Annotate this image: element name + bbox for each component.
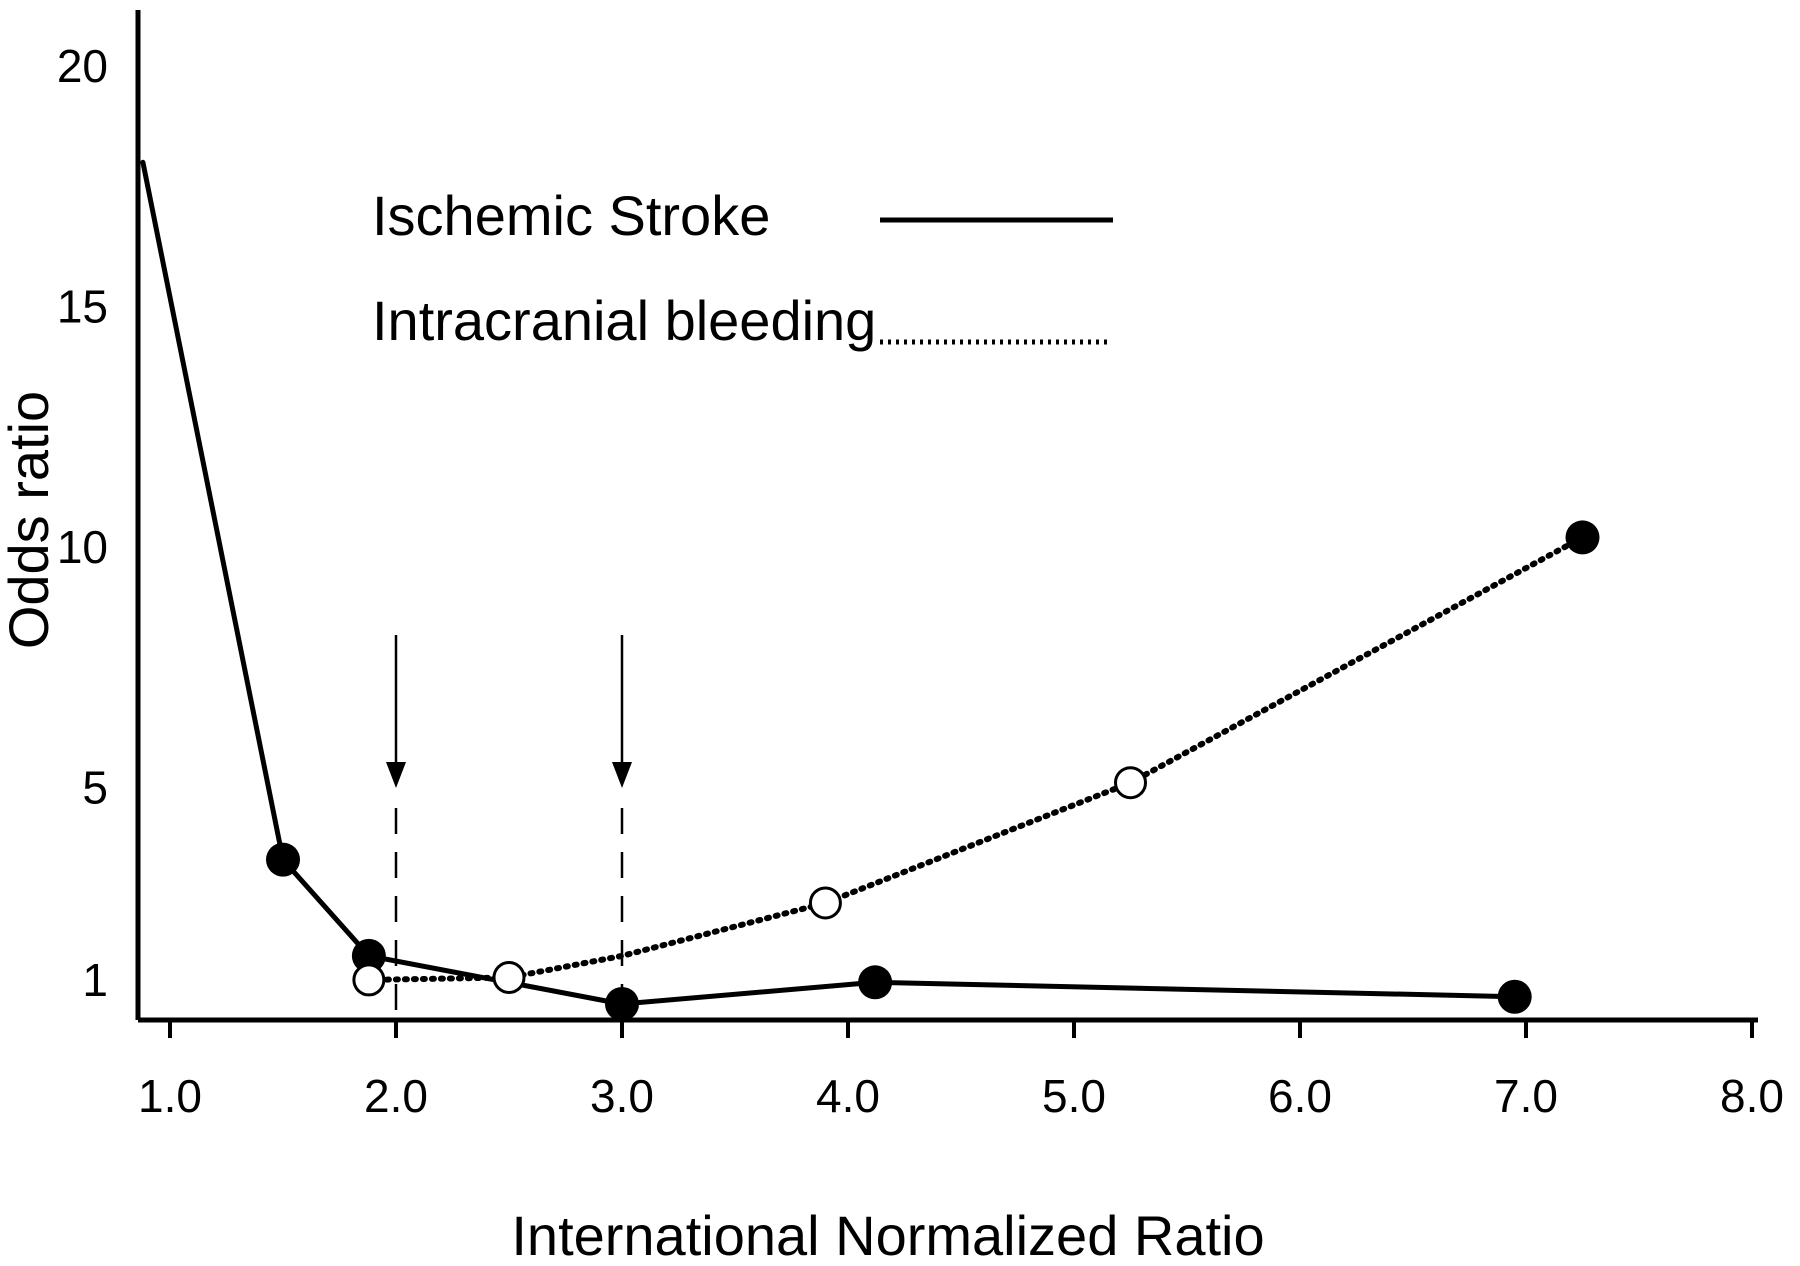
x-tick-label: 1.0 [138, 1070, 202, 1122]
intracranial-bleeding-point-open [492, 961, 526, 994]
ischemic-stroke-point-filled [605, 986, 639, 1021]
y-tick-label: 10 [57, 521, 108, 573]
ischemic-stroke-point-filled [266, 842, 300, 877]
intracranial-bleeding-point-filled [1565, 520, 1600, 555]
axes [135, 10, 1758, 1023]
ischemic-stroke-point-filled [858, 965, 893, 1000]
y-tick-label: 20 [57, 40, 108, 92]
x-tick-label: 7.0 [1494, 1070, 1558, 1122]
ischemic-stroke-point-filled [1497, 979, 1532, 1014]
legend: Ischemic Stroke Intracranial bleeding [372, 184, 1113, 352]
x-tick-label: 8.0 [1720, 1070, 1784, 1122]
x-tick-label: 5.0 [1042, 1070, 1106, 1122]
legend-label-intracranial-bleeding: Intracranial bleeding [372, 289, 876, 352]
x-axis-title: International Normalized Ratio [511, 1204, 1264, 1266]
reference-arrow-head [612, 762, 632, 788]
reference-arrow-head [386, 762, 406, 788]
series-layer [140, 159, 1600, 1021]
x-tick-label: 6.0 [1268, 1070, 1332, 1122]
reference-arrows [386, 635, 632, 1012]
y-tick-label: 5 [82, 762, 108, 814]
intracranial-bleeding-point-open [352, 963, 386, 997]
x-tick-label: 4.0 [816, 1070, 880, 1122]
ischemic-stroke-point-filled [351, 938, 386, 973]
x-axis-ticks: 1.0 2.0 3.0 4.0 5.0 6.0 7.0 8.0 [138, 1020, 1784, 1122]
series-line-intracranial-bleeding [365, 534, 1586, 983]
intracranial-bleeding-point-open [1114, 766, 1147, 800]
x-tick-label: 2.0 [364, 1070, 428, 1122]
intracranial-bleeding-point-open [808, 886, 842, 920]
y-tick-label: 1 [82, 954, 108, 1006]
legend-label-ischemic-stroke: Ischemic Stroke [372, 184, 770, 247]
x-tick-label: 3.0 [590, 1070, 654, 1122]
y-axis-title: Odds ratio [0, 391, 60, 649]
y-tick-label: 15 [57, 281, 108, 333]
